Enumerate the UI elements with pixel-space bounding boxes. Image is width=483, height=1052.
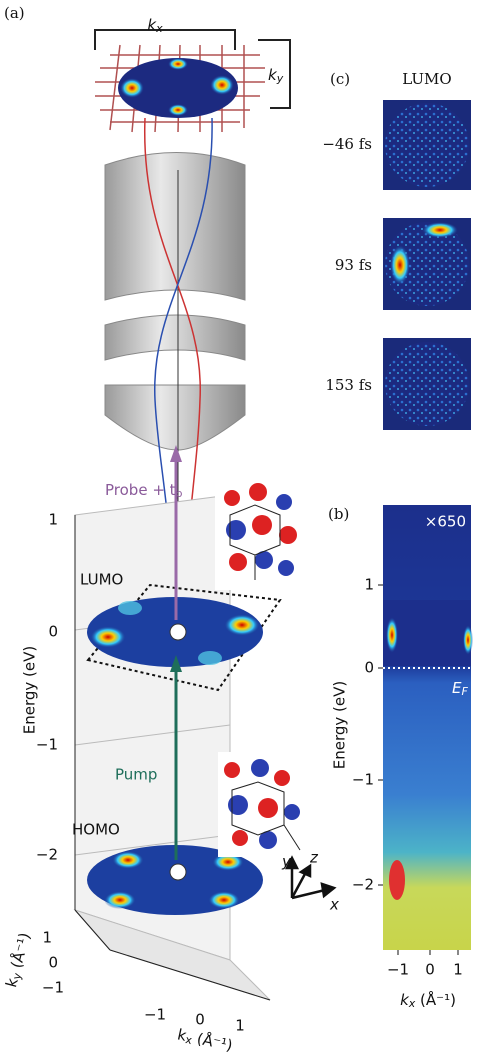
time-label: 93 fs bbox=[335, 256, 372, 274]
axis-z: z bbox=[309, 849, 319, 867]
kx-tick: 1 bbox=[453, 961, 463, 979]
grid-kx: kx bbox=[147, 16, 163, 36]
pump-label: Pump bbox=[115, 766, 157, 784]
figure: (a) kx ky Probe + tp LUMO Pump HOMO 1 0 … bbox=[0, 0, 483, 1052]
ky-title: ky (Å⁻¹) bbox=[1, 930, 35, 989]
kx-title: kx (Å⁻¹) bbox=[176, 1024, 235, 1052]
energy-tick: −1 bbox=[36, 736, 58, 754]
energy-tick: −1 bbox=[352, 771, 374, 789]
homo-label: HOMO bbox=[72, 821, 120, 839]
molecule-lumo bbox=[215, 480, 305, 590]
energy-tick: 1 bbox=[364, 576, 374, 594]
kx-tick: 0 bbox=[195, 1011, 205, 1029]
lumo-maps bbox=[383, 100, 471, 430]
time-label: −46 fs bbox=[322, 135, 372, 153]
energy-title: Energy (eV) bbox=[331, 681, 349, 769]
panel-label: (b) bbox=[328, 505, 349, 523]
kx-tick: 1 bbox=[235, 1017, 245, 1035]
energy-tick: −2 bbox=[352, 876, 374, 894]
scale-label: ×650 bbox=[425, 513, 466, 531]
detector bbox=[95, 30, 290, 132]
panel-title: LUMO bbox=[402, 70, 451, 88]
lumo-label: LUMO bbox=[80, 571, 123, 589]
time-label: 153 fs bbox=[325, 376, 372, 394]
panel-label: (c) bbox=[330, 70, 350, 88]
kx-tick: −1 bbox=[144, 1006, 166, 1024]
energy-tick: 0 bbox=[364, 659, 374, 677]
grid-ky: ky bbox=[268, 66, 284, 86]
ky-tick: 0 bbox=[48, 954, 58, 972]
molecule-homo bbox=[218, 752, 308, 857]
ky-tick: 1 bbox=[42, 929, 52, 947]
kx-title: kx (Å⁻¹) bbox=[400, 990, 456, 1011]
axis-x: x bbox=[329, 896, 339, 914]
energy-tick: 0 bbox=[48, 623, 58, 641]
energy-tick: −2 bbox=[36, 846, 58, 864]
kx-tick: 0 bbox=[425, 961, 435, 979]
energy-tick: 1 bbox=[48, 511, 58, 529]
ky-tick: −1 bbox=[42, 979, 64, 997]
probe-label: Probe + tp bbox=[105, 481, 183, 501]
kx-tick: −1 bbox=[387, 961, 409, 979]
panel-label: (a) bbox=[4, 4, 25, 22]
axis-y: y bbox=[281, 853, 292, 871]
energy-map bbox=[378, 505, 473, 955]
energy-title: Energy (eV) bbox=[21, 646, 39, 734]
